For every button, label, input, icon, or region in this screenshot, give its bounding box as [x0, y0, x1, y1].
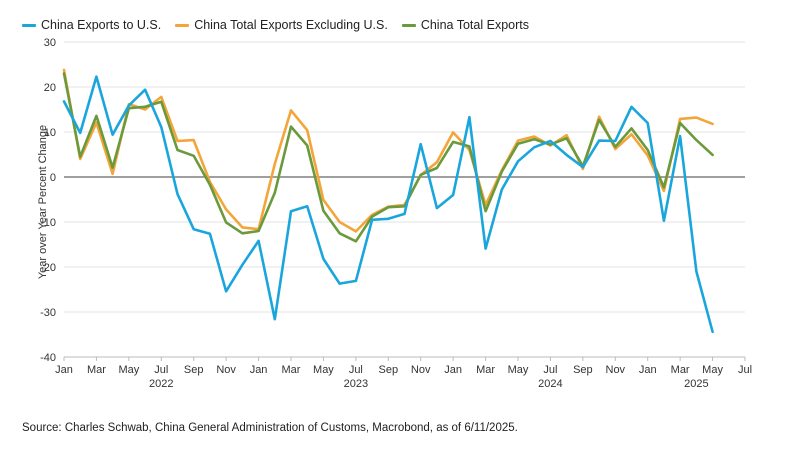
- plot-area: -40 -30 -20 -10 0 10 20 30 Jan Mar May Jul Sep Nov Jan…: [40, 37, 752, 390]
- y-tick-label: 0: [50, 172, 56, 184]
- legend-item-exports-to-us: China Exports to U.S.: [22, 18, 161, 32]
- legend-label-exports-excluding-us: China Total Exports Excluding U.S.: [194, 18, 388, 32]
- x-year-label: 2023: [344, 378, 368, 390]
- y-tick-label: 20: [44, 82, 56, 94]
- x-tick-label: May: [702, 364, 723, 376]
- x-tick-label: Jan: [250, 364, 268, 376]
- x-tick-label: May: [313, 364, 334, 376]
- x-tick-label: Nov: [606, 364, 626, 376]
- legend-swatch-exports-to-us: [22, 23, 36, 27]
- series-line-0: [62, 75, 714, 334]
- legend-label-exports-to-us: China Exports to U.S.: [41, 18, 162, 32]
- x-tick-label: Jul: [349, 364, 363, 376]
- x-tick-label: May: [118, 364, 139, 376]
- x-tick-label: May: [508, 364, 529, 376]
- x-tick-label: Sep: [184, 364, 204, 376]
- x-tick-label: Jul: [738, 364, 752, 376]
- source-note: Source: Charles Schwab, China General Ad…: [22, 422, 518, 434]
- y-tick-label: -10: [40, 217, 56, 229]
- x-tick-label: Jan: [639, 364, 657, 376]
- x-tick-label: Jan: [55, 364, 73, 376]
- legend-swatch-total-exports: [401, 23, 416, 27]
- x-tick-label: Nov: [216, 364, 236, 376]
- x-tick-label: Jul: [543, 364, 557, 376]
- x-year-label: 2022: [149, 378, 173, 390]
- legend-item-total-exports: China Total Exports: [401, 18, 529, 32]
- series-line-2: [62, 72, 714, 243]
- x-year-label: 2024: [538, 378, 562, 390]
- legend-item-exports-excluding-us: China Total Exports Excluding U.S.: [175, 18, 388, 32]
- x-tick-label: Mar: [282, 364, 301, 376]
- x-tick-label: Mar: [476, 364, 495, 376]
- x-tick-label: Nov: [411, 364, 431, 376]
- y-tick-label: 10: [44, 127, 56, 139]
- legend-swatch-exports-excluding-us: [175, 23, 190, 27]
- x-tick-label: Mar: [87, 364, 106, 376]
- x-year-label: 2025: [684, 378, 708, 390]
- y-tick-label: -40: [40, 352, 56, 364]
- y-tick-label: -20: [40, 262, 56, 274]
- legend: China Exports to U.S. China Total Export…: [22, 18, 529, 32]
- y-tick-label: 30: [44, 37, 56, 49]
- x-tick-label: Mar: [671, 364, 690, 376]
- x-tick-label: Jul: [154, 364, 168, 376]
- x-tick-label: Sep: [573, 364, 593, 376]
- y-tick-label: -30: [40, 307, 56, 319]
- x-tick-label: Sep: [378, 364, 398, 376]
- legend-label-total-exports: China Total Exports: [420, 18, 529, 32]
- x-tick-label: Jan: [444, 364, 462, 376]
